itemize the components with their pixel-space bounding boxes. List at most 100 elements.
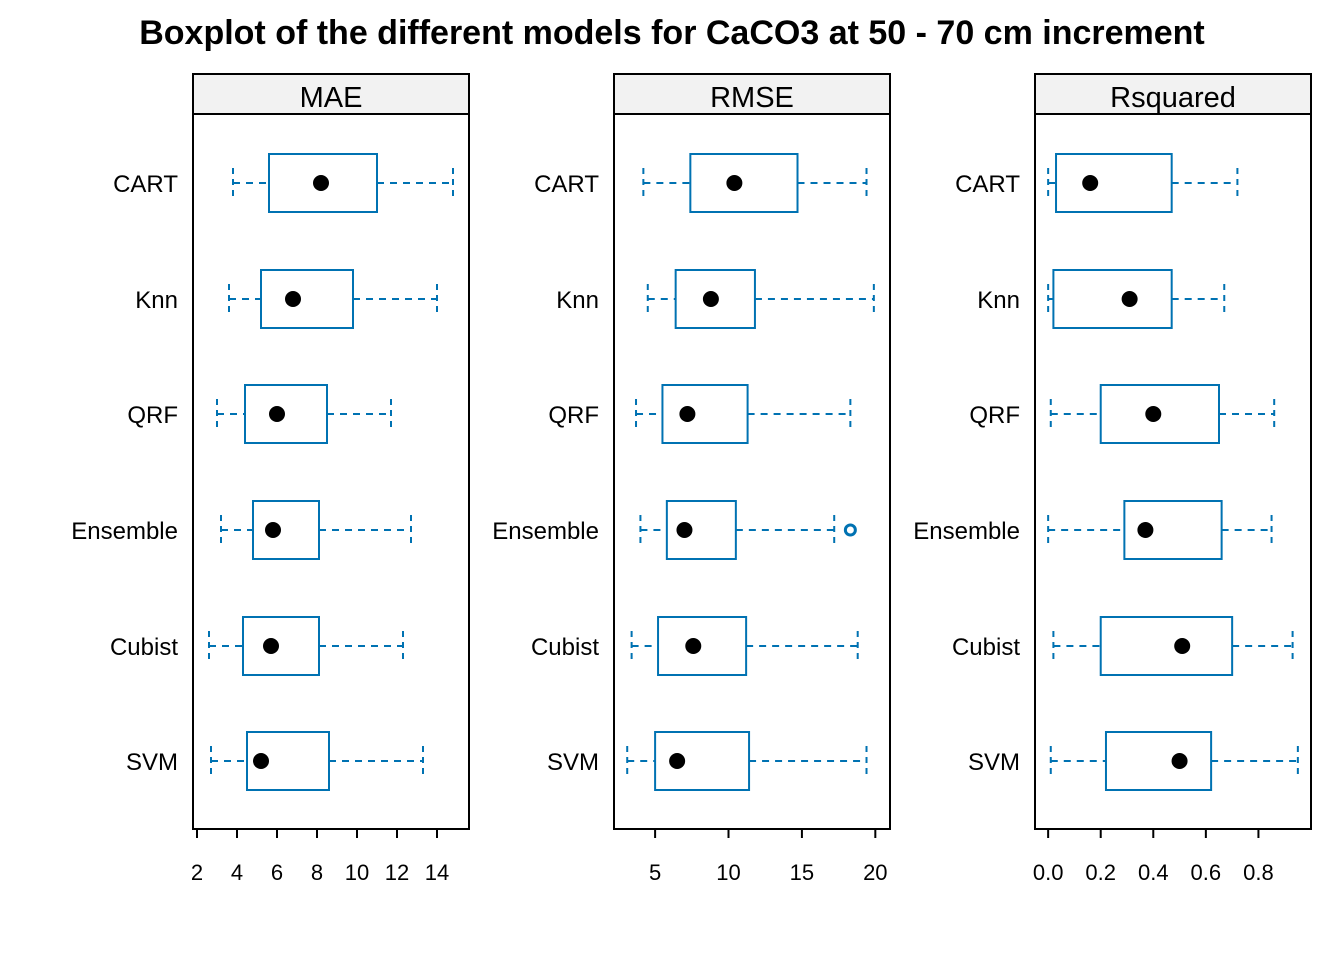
box-cart [642,153,868,213]
category-label: SVM [968,749,1020,776]
box-cart [232,153,454,213]
median-dot [1174,638,1191,654]
panels-layer: MAE CART Knn QRF Ensemble Cubist SVM 2 4 6 8 10 12 14… [71,73,1312,885]
panel-mae: MAE CART Knn QRF Ensemble Cubist SVM 2 4 6 8 10 12 14 [71,73,470,885]
median-dot [726,175,743,191]
median-dot [1121,291,1138,307]
x-tick-label: 6 [271,860,283,885]
box-qrf [216,384,392,444]
category-label: Cubist [952,634,1020,661]
iqr-box [244,384,328,444]
median-dot [679,406,696,422]
iqr-box [665,500,737,560]
x-tick-label: 0.2 [1085,860,1116,885]
box-svm [210,731,424,791]
panel-rsquared: Rsquared CART Knn QRF Ensemble Cubist SVM 0.0 0.… [913,73,1312,885]
x-tick-label: 2 [191,860,203,885]
outlier-point [843,523,857,537]
median-dot [1082,175,1099,191]
x-tick-label: 0.4 [1138,860,1169,885]
median-dot [1137,522,1154,538]
strip-header [1034,73,1312,115]
median-dot [685,638,702,654]
category-label: SVM [126,749,178,776]
iqr-box [252,500,320,560]
category-label: Knn [556,287,599,314]
category-label: QRF [969,402,1020,429]
x-tick-label: 0.6 [1191,860,1222,885]
category-label: Ensemble [71,518,178,545]
x-tick-label: 10 [345,860,369,885]
iqr-box [657,616,748,676]
category-label: Knn [977,287,1020,314]
median-dot [263,638,279,654]
median-dot [702,291,719,307]
category-label: CART [113,171,178,198]
box-knn [1047,269,1226,329]
iqr-box [260,269,354,329]
median-dot [1145,406,1162,422]
iqr-box [689,153,799,213]
strip-header [192,73,470,115]
x-tick-label: 20 [863,860,887,885]
box-qrf [635,384,852,444]
x-tick-label: 0.8 [1243,860,1274,885]
x-tick-label: 10 [716,860,740,885]
strip-header [613,73,891,115]
iqr-box [1104,731,1213,791]
plot-frame [192,113,470,830]
panel-rmse: RMSE CART Knn QRF Ensemble Cubist SVM 5 10 15 20 [492,73,891,885]
strip-label: RMSE [710,82,794,114]
iqr-box [674,269,756,329]
box-svm [1049,731,1299,791]
chart-title: Boxplot of the different models for CaCO… [139,14,1205,52]
x-tick-label: 4 [231,860,243,885]
plot-frame [1034,113,1312,830]
iqr-box [1055,153,1173,213]
median-dot [1171,753,1188,769]
box-knn [646,269,875,329]
iqr-box [246,731,330,791]
x-tick-label: 15 [790,860,814,885]
median-dot [669,753,686,769]
category-label: CART [534,171,599,198]
category-label: Ensemble [492,518,599,545]
median-dot [253,753,269,769]
box-cubist [1052,616,1294,676]
median-dot [313,175,329,191]
box-knn [228,269,438,329]
category-label: SVM [547,749,599,776]
iqr-box [268,153,378,213]
category-label: Cubist [110,634,178,661]
median-dot [269,406,285,422]
median-dot [285,291,301,307]
category-label: CART [955,171,1020,198]
iqr-box [1099,616,1234,676]
category-label: Knn [135,287,178,314]
x-tick-label: 12 [385,860,409,885]
iqr-box [1123,500,1223,560]
box-ensemble [639,500,857,560]
box-cart [1047,153,1239,213]
median-dot [676,522,693,538]
box-qrf [1049,384,1276,444]
category-label: QRF [548,402,599,429]
plot-frame [613,113,891,830]
x-tick-label: 14 [425,860,449,885]
box-cubist [208,616,404,676]
iqr-box [1052,269,1173,329]
iqr-box [661,384,749,444]
category-label: Ensemble [913,518,1020,545]
median-dot [265,522,281,538]
box-ensemble [220,500,412,560]
iqr-box [654,731,751,791]
box-svm [626,731,868,791]
category-label: Cubist [531,634,599,661]
strip-label: MAE [300,82,363,114]
box-cubist [630,616,859,676]
x-tick-label: 5 [649,860,661,885]
iqr-box [1099,384,1220,444]
strip-label: Rsquared [1110,82,1236,114]
